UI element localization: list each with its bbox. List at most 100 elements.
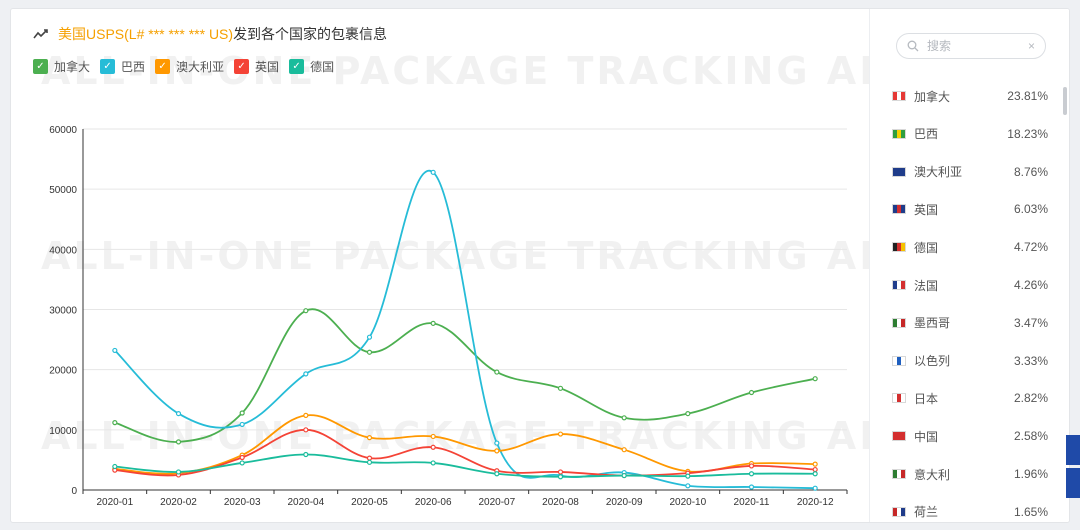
search-box[interactable]: × xyxy=(896,33,1046,59)
legend-item[interactable]: ✓ 德国 xyxy=(289,58,334,75)
country-row[interactable]: 日本 2.82% xyxy=(870,388,1058,408)
data-point xyxy=(621,415,627,421)
search-input[interactable] xyxy=(927,39,1028,53)
country-percentage: 8.76% xyxy=(1013,164,1048,179)
checkbox-icon[interactable]: ✓ xyxy=(289,59,305,74)
data-point xyxy=(303,451,309,458)
country-panel: × 加拿大 23.81% 巴西 18.23% 澳大利亚 8.76% 英国 6.03% 德国 4.7… xyxy=(869,9,1069,522)
chart-legend: ✓ 加拿大 ✓ 巴西 ✓ 澳大利亚 ✓ 英国 ✓ 德国 xyxy=(33,58,344,75)
country-name: 英国 xyxy=(914,202,939,217)
data-point xyxy=(812,471,818,477)
country-percentage: 1.65% xyxy=(1013,504,1048,519)
data-point xyxy=(239,454,245,461)
country-row[interactable]: 中国 2.58% xyxy=(870,426,1058,446)
country-name: 日本 xyxy=(914,391,939,406)
data-point xyxy=(494,471,500,477)
country-row[interactable]: 墨西哥 3.47% xyxy=(870,313,1058,333)
country-percentage: 18.23% xyxy=(1007,126,1048,141)
data-point xyxy=(366,459,373,465)
country-row[interactable]: 意大利 1.96% xyxy=(870,464,1058,484)
flag-icon xyxy=(892,393,906,404)
data-point xyxy=(748,389,755,396)
legend-item[interactable]: ✓ 巴西 xyxy=(100,58,145,75)
data-point xyxy=(430,444,436,450)
y-tick-label: 0 xyxy=(71,486,77,497)
legend-label: 加拿大 xyxy=(54,60,91,74)
country-row[interactable]: 荷兰 1.65% xyxy=(870,502,1058,522)
x-tick-label: 2020-06 xyxy=(415,497,452,508)
flag-icon xyxy=(892,431,906,442)
legend-item[interactable]: ✓ 加拿大 xyxy=(33,58,90,75)
country-row[interactable]: 以色列 3.33% xyxy=(870,351,1058,371)
x-tick-label: 2020-03 xyxy=(224,497,261,508)
flag-icon xyxy=(892,128,906,139)
data-point xyxy=(430,433,436,440)
data-point xyxy=(366,349,373,355)
data-point xyxy=(303,412,309,418)
data-point xyxy=(112,420,118,426)
data-point xyxy=(557,474,564,480)
data-point xyxy=(430,460,436,466)
country-percentage: 2.58% xyxy=(1013,429,1048,444)
data-point xyxy=(430,320,436,326)
flag-icon xyxy=(892,355,906,366)
country-row[interactable]: 法国 4.26% xyxy=(870,275,1058,295)
data-point xyxy=(175,410,182,417)
checkbox-icon[interactable]: ✓ xyxy=(100,59,116,74)
country-name: 德国 xyxy=(914,240,939,255)
floating-action-button[interactable] xyxy=(1066,435,1080,465)
data-point xyxy=(557,469,564,475)
scrollbar[interactable] xyxy=(1063,87,1067,115)
checkbox-icon[interactable]: ✓ xyxy=(234,59,250,74)
country-row[interactable]: 加拿大 23.81% xyxy=(870,86,1058,106)
country-name: 加拿大 xyxy=(914,89,951,104)
country-percentage: 2.82% xyxy=(1013,391,1048,406)
data-point xyxy=(430,169,436,175)
chart-panel: ALL-IN-ONE PACKAGE TRACKING ALL-IN-ONE P… xyxy=(11,9,1069,522)
data-point xyxy=(621,447,627,453)
flag-icon xyxy=(892,280,906,290)
x-tick-label: 2020-05 xyxy=(351,497,388,508)
trend-icon xyxy=(33,29,48,39)
flag-icon xyxy=(892,242,906,253)
country-row[interactable]: 德国 4.72% xyxy=(870,237,1058,257)
flag-icon xyxy=(892,91,906,101)
data-point xyxy=(685,483,691,489)
data-point xyxy=(812,466,818,473)
y-tick-label: 10000 xyxy=(49,426,77,437)
data-point xyxy=(557,385,564,391)
checkbox-icon[interactable]: ✓ xyxy=(155,59,171,74)
x-tick-label: 2020-07 xyxy=(478,497,515,508)
country-row[interactable]: 巴西 18.23% xyxy=(870,124,1058,144)
data-point xyxy=(748,484,755,490)
data-point xyxy=(812,461,818,467)
data-point xyxy=(303,371,309,377)
floating-action-button[interactable] xyxy=(1066,468,1080,498)
x-tick-label: 2020-11 xyxy=(734,497,770,508)
legend-label: 英国 xyxy=(255,60,280,74)
legend-item[interactable]: ✓ 英国 xyxy=(234,58,279,75)
country-percentage: 4.72% xyxy=(1013,240,1048,255)
country-row[interactable]: 澳大利亚 8.76% xyxy=(870,162,1058,182)
series-line xyxy=(114,169,816,490)
data-point xyxy=(621,472,627,479)
legend-label: 澳大利亚 xyxy=(176,60,225,74)
data-point xyxy=(685,473,691,479)
checkbox-icon[interactable]: ✓ xyxy=(33,59,48,74)
close-icon[interactable]: × xyxy=(1027,39,1035,53)
country-percentage: 23.81% xyxy=(1007,89,1048,103)
data-point xyxy=(175,469,182,475)
data-point xyxy=(239,410,245,416)
legend-item[interactable]: ✓ 澳大利亚 xyxy=(155,58,224,75)
data-point xyxy=(366,334,373,340)
flag-icon xyxy=(892,317,906,328)
y-tick-label: 30000 xyxy=(49,306,77,317)
data-point xyxy=(812,376,818,382)
data-point xyxy=(303,308,309,314)
legend-label: 德国 xyxy=(310,60,335,74)
country-row[interactable]: 英国 6.03% xyxy=(870,199,1058,219)
country-percentage: 3.33% xyxy=(1013,353,1048,368)
data-point xyxy=(366,435,373,441)
tracking-stats-card: ALL-IN-ONE PACKAGE TRACKING ALL-IN-ONE P… xyxy=(10,8,1070,523)
title-highlight: 美国USPS(L# *** *** *** US) xyxy=(58,26,234,42)
